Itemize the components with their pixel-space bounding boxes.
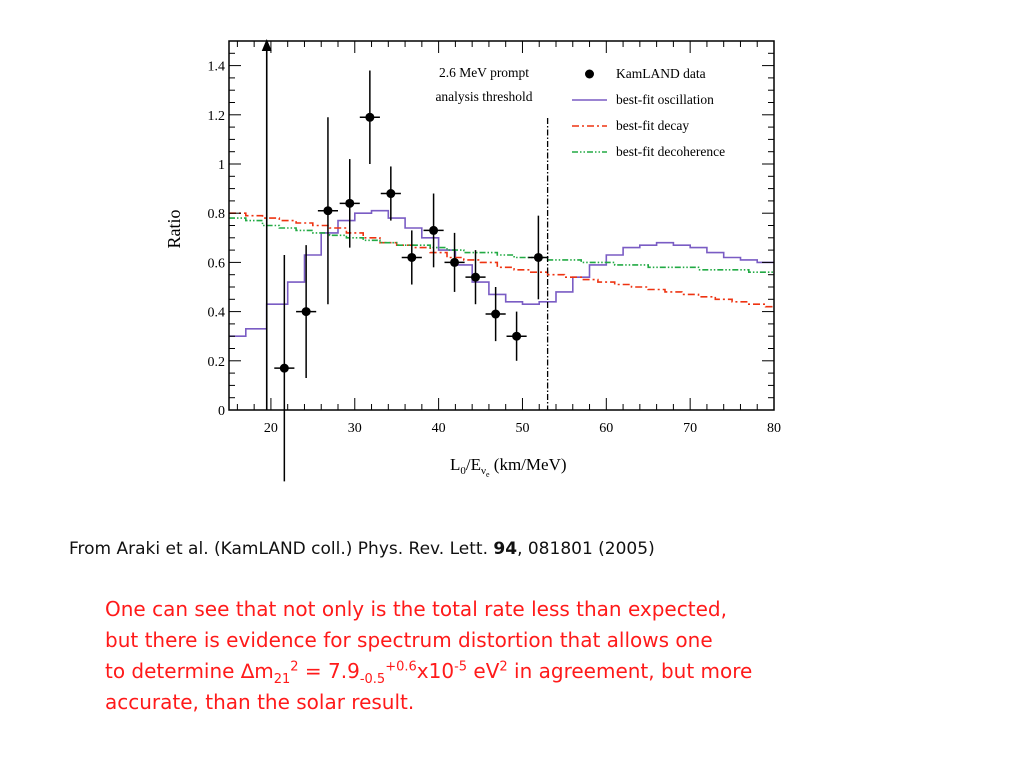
data-point-4 [359, 70, 380, 164]
chart: 20 30 40 50 60 70 80 0 0.2 0.4 0.6 0.8 1 1.2 1.4 KamLA… [164, 39, 781, 482]
data-marker-4 [365, 112, 375, 122]
data-marker-1 [301, 307, 311, 317]
threshold-annotation-line2: analysis threshold [435, 89, 532, 104]
data-marker-5 [386, 189, 396, 199]
threshold-annotation-line1: 2.6 MeV prompt [439, 65, 529, 80]
x-tick-label-2: 40 [432, 421, 446, 436]
caption-suffix: , 081801 (2005) [517, 539, 655, 559]
y-tick-label-3: 0.6 [208, 256, 226, 271]
x-tick-label-4: 60 [599, 421, 613, 436]
data-point-8 [444, 232, 465, 292]
data-point-1 [296, 245, 317, 379]
data-marker-3 [345, 198, 355, 208]
data-point-0 [274, 255, 295, 482]
y-tick-label-4: 0.8 [208, 207, 226, 222]
legend-marker-0 [585, 69, 594, 79]
data-point-12 [528, 215, 549, 300]
data-point-11 [506, 311, 527, 361]
series-line-best-fit-decoherence [229, 217, 774, 273]
y-tick-label-0: 0 [218, 404, 225, 419]
y-axis-label: Ratio [164, 210, 184, 249]
legend-label-2: best-fit decay [616, 118, 689, 133]
body-line-2: but there is evidence for spectrum disto… [105, 628, 713, 652]
x-axis-label: L0/Eνe (km/MeV) [450, 455, 567, 479]
arrow-head [261, 39, 272, 51]
data-point-9 [465, 250, 486, 305]
body-line-1: One can see that not only is the total r… [105, 597, 727, 621]
legend-label-0: KamLAND data [616, 66, 706, 81]
data-marker-0 [279, 363, 289, 373]
caption-volume: 94 [493, 539, 518, 559]
data-marker-8 [450, 257, 460, 267]
data-point-3 [339, 159, 360, 248]
explanation-paragraph: One can see that not only is the total r… [105, 594, 895, 718]
legend-label-1: best-fit oscillation [616, 92, 714, 107]
body-line-4: accurate, than the solar result. [105, 690, 415, 714]
y-tick-label-5: 1 [218, 158, 225, 173]
y-tick-label-1: 0.2 [208, 355, 226, 370]
x-tick-label-5: 70 [683, 421, 697, 436]
caption-prefix: From Araki et al. (KamLAND coll.) Phys. … [69, 539, 494, 559]
data-point-5 [380, 166, 401, 221]
data-marker-12 [533, 252, 543, 262]
data-marker-11 [512, 331, 522, 341]
plot-area [229, 209, 774, 337]
data-marker-10 [491, 309, 501, 319]
data-point-2 [317, 117, 338, 305]
x-tick-label-6: 80 [767, 421, 781, 436]
data-marker-7 [429, 225, 439, 235]
data-marker-6 [407, 252, 417, 262]
series-line-best-fit-oscillation [229, 209, 774, 337]
y-tick-label-6: 1.2 [208, 109, 226, 124]
data-point-10 [485, 287, 506, 342]
data-point-7 [423, 193, 444, 268]
series-line-best-fit-decay [229, 212, 774, 308]
body-line-3: to determine ∆m212 = 7.9-0.5+0.6x10-5 eV… [105, 659, 753, 687]
data-point-6 [401, 230, 422, 285]
legend-label-3: best-fit decoherence [616, 144, 725, 159]
y-tick-label-2: 0.4 [208, 306, 226, 321]
x-tick-label-1: 30 [348, 421, 362, 436]
x-tick-label-3: 50 [515, 421, 529, 436]
data-marker-9 [471, 272, 481, 282]
data-marker-2 [323, 206, 333, 216]
y-tick-label-7: 1.4 [208, 60, 226, 75]
x-tick-label-0: 20 [264, 421, 278, 436]
citation-caption: From Araki et al. (KamLAND coll.) Phys. … [69, 539, 655, 559]
